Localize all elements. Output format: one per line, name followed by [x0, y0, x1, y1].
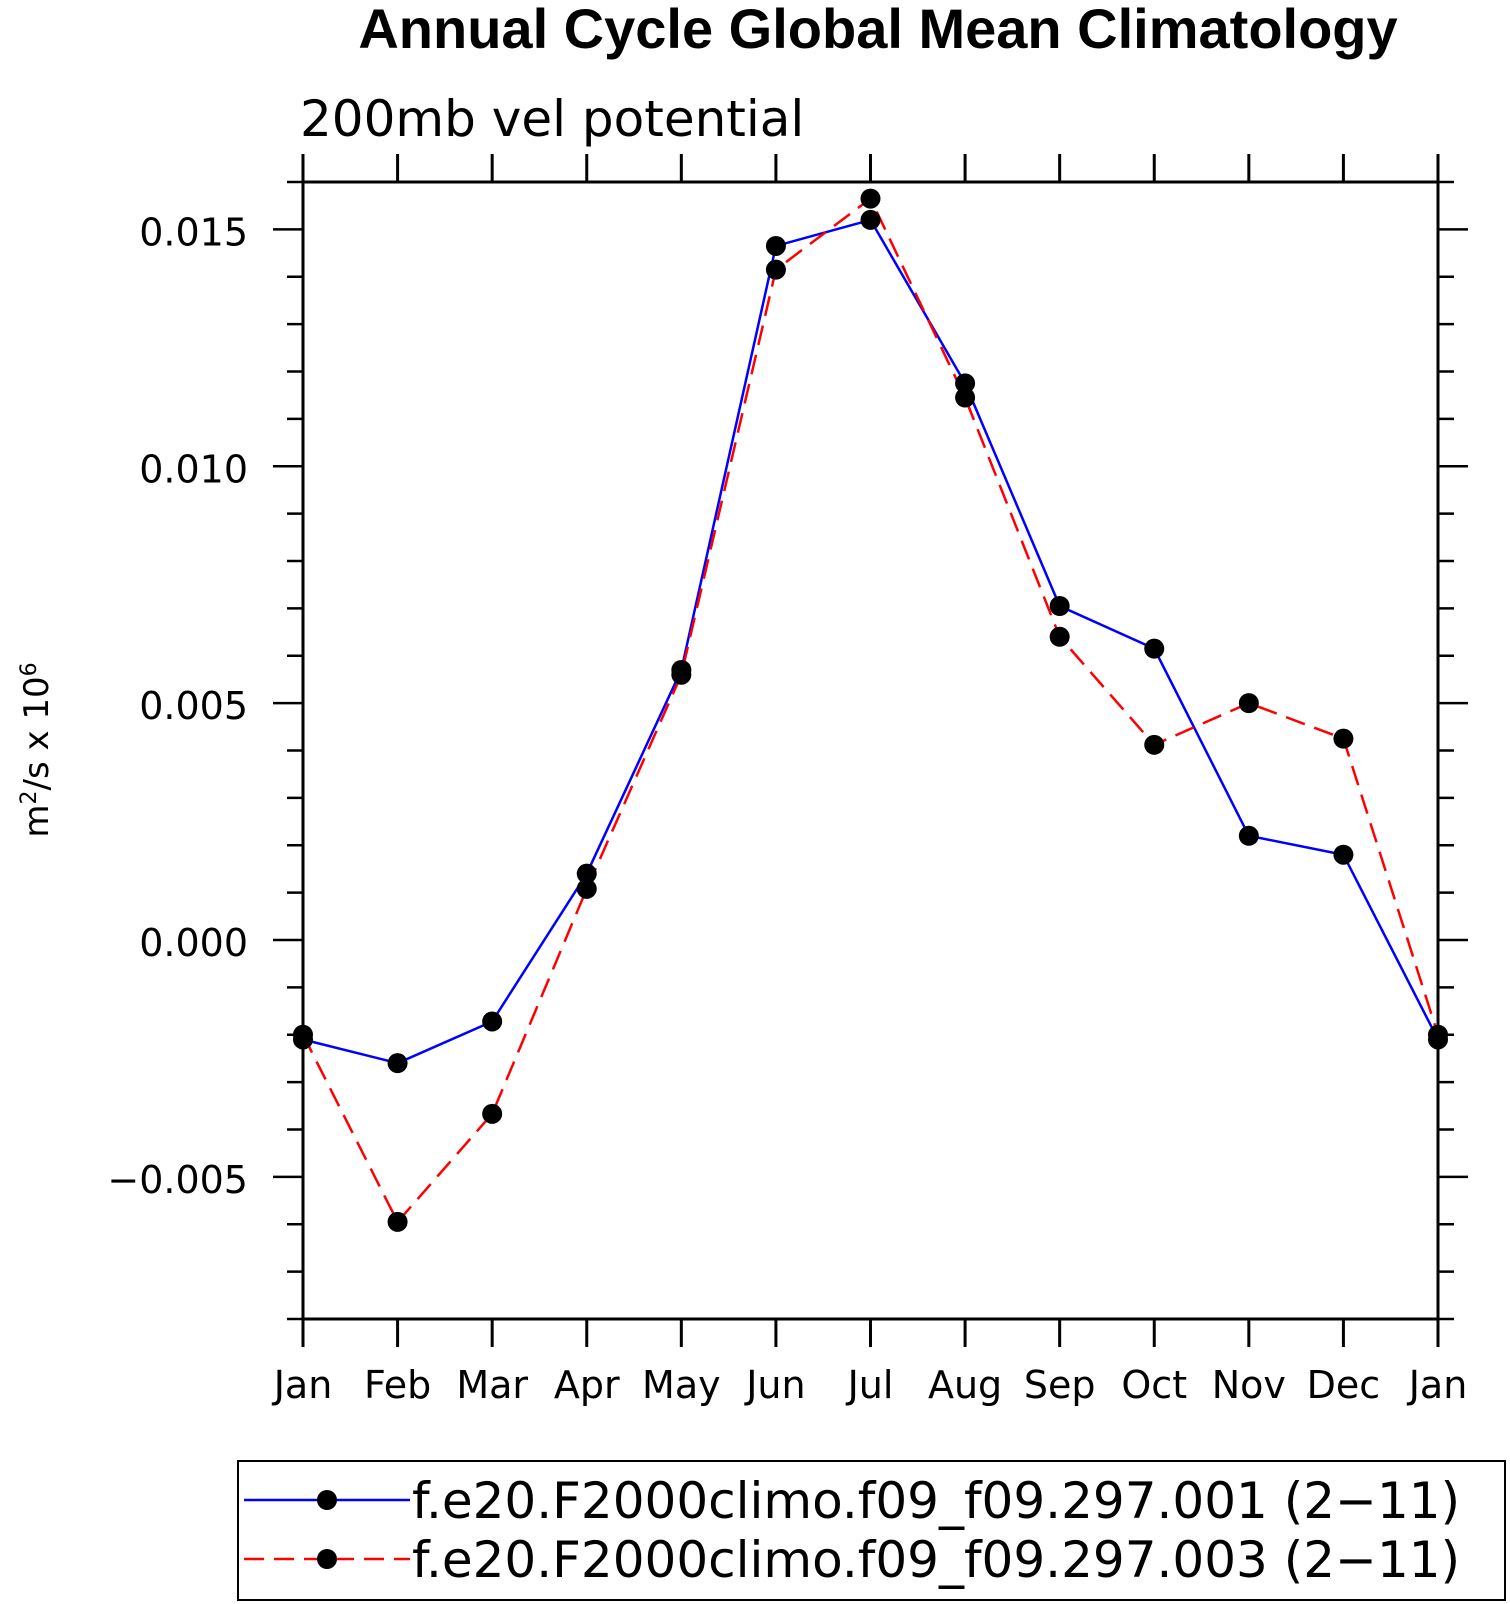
series-1-point [955, 373, 976, 394]
y-tick-labels: −0.005 0.000 0.005 0.010 0.015 [107, 210, 248, 1202]
series-2-point [482, 1103, 503, 1124]
series-1-point [576, 863, 597, 884]
series-1-point [1238, 825, 1259, 846]
series-layer [293, 188, 1448, 1232]
x-tick-label: Apr [554, 1363, 620, 1407]
x-tick-label: Dec [1307, 1363, 1381, 1407]
y-tick-label: −0.005 [107, 1158, 248, 1202]
series-2-point [765, 259, 786, 280]
legend-marker-001 [317, 1490, 337, 1510]
x-tick-label: May [642, 1363, 721, 1407]
plot-area [273, 154, 1468, 1347]
x-tick-label: Jul [846, 1363, 894, 1407]
axis-ticks [273, 154, 1468, 1347]
series-2-point [1049, 626, 1070, 647]
legend-label-001: f.e20.F2000climo.f09_f09.297.001 (2−11) [412, 1472, 1460, 1530]
series-line-1 [302, 218, 1440, 1065]
series-1-point [765, 235, 786, 256]
series-1-point [1049, 596, 1070, 617]
series-1-point [1333, 844, 1354, 865]
x-tick-label: Jun [744, 1363, 805, 1407]
chart-title: Annual Cycle Global Mean Climatology [358, 0, 1397, 60]
series-2-point [671, 664, 692, 685]
series-2-point [387, 1211, 408, 1232]
y-tick-label: 0.015 [139, 210, 248, 254]
series-2-point [1238, 693, 1259, 714]
legend-entry-001: f.e20.F2000climo.f09_f09.297.001 (2−11) [244, 1472, 1460, 1530]
y-tick-label: 0.010 [139, 447, 248, 491]
series-2-point [293, 1024, 313, 1045]
legend-label-003: f.e20.F2000climo.f09_f09.297.003 (2−11) [412, 1531, 1460, 1589]
x-tick-label: Oct [1121, 1363, 1187, 1407]
plot-frame [301, 180, 1440, 1321]
x-tick-label: Mar [456, 1363, 528, 1407]
series-1-point [860, 209, 881, 230]
series-2-point [860, 188, 881, 209]
series-line-2 [301, 196, 1440, 1225]
legend-entry-003: f.e20.F2000climo.f09_f09.297.003 (2−11) [244, 1531, 1460, 1589]
legend-marker-003 [317, 1549, 337, 1569]
x-tick-label: Sep [1024, 1363, 1096, 1407]
y-tick-label: 0.000 [139, 921, 248, 965]
x-tick-label: Feb [364, 1363, 431, 1407]
legend-box [237, 1460, 1506, 1601]
x-tick-label: Jan [272, 1363, 333, 1407]
series-1-point [387, 1053, 408, 1074]
series-2-point [1428, 1024, 1448, 1045]
series-1-point [1144, 638, 1165, 659]
x-tick-labels: Jan Feb Mar Apr May Jun Jul Aug Sep Oct Nov Dec Jan [272, 1363, 1468, 1407]
series-2-point [955, 387, 976, 408]
series-1-point [482, 1011, 503, 1032]
legend: f.e20.F2000climo.f09_f09.297.001 (2−11) … [237, 1460, 1506, 1601]
series-2-point [576, 878, 597, 899]
series-2-point [1333, 728, 1354, 749]
y-axis-label: m2/s x 106 [17, 662, 57, 837]
chart-subtitle: 200mb vel potential [300, 90, 804, 148]
y-tick-label: 0.005 [139, 684, 248, 728]
x-tick-label: Nov [1212, 1363, 1286, 1407]
x-tick-label: Jan [1407, 1363, 1468, 1407]
series-2-point [1144, 734, 1165, 755]
x-tick-label: Aug [928, 1363, 1002, 1407]
